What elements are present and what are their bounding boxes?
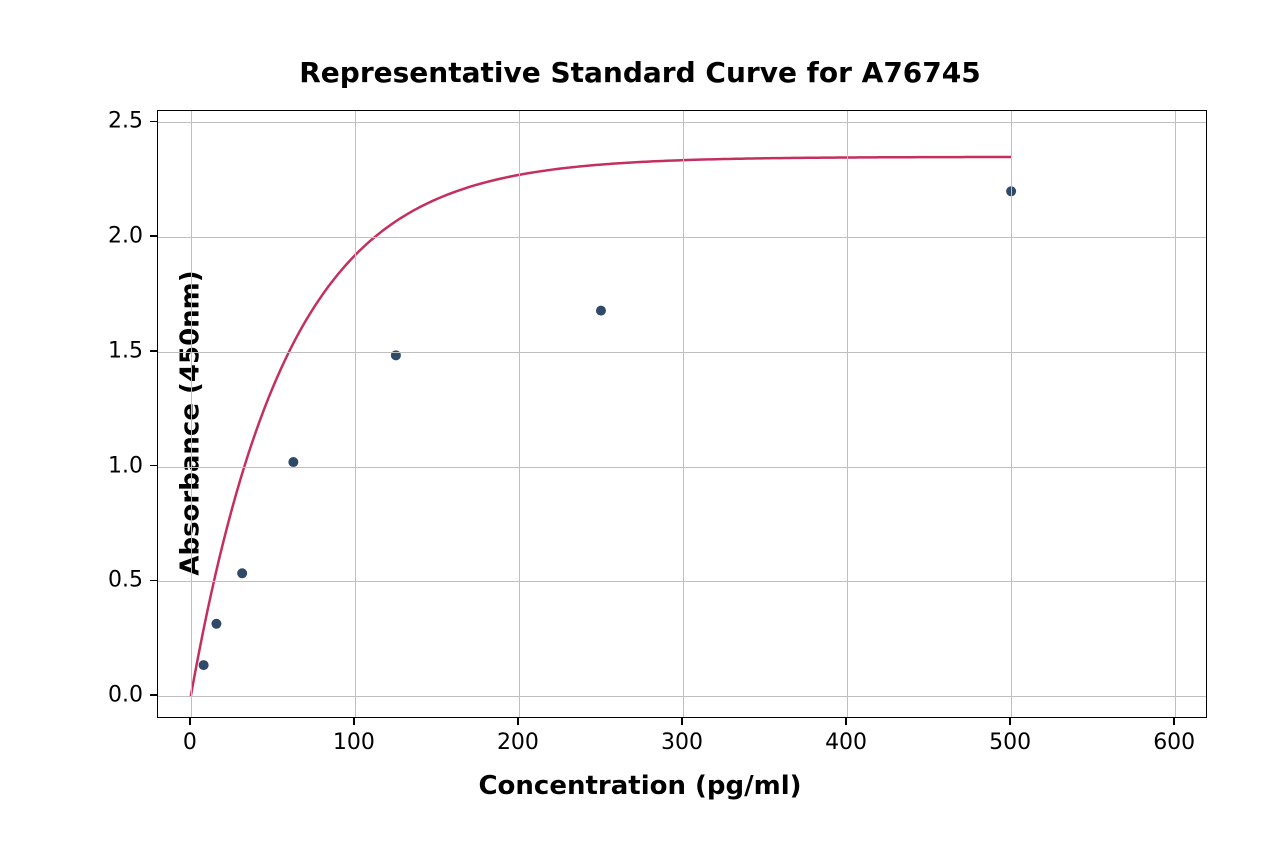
- y-tick-label: 0.0: [97, 683, 143, 708]
- gridline-horizontal: [158, 122, 1206, 123]
- data-point: [199, 660, 209, 670]
- plot-area: [157, 110, 1207, 718]
- x-axis-label: Concentration (pg/ml): [0, 771, 1280, 801]
- gridline-vertical: [847, 111, 848, 717]
- y-tick-label: 0.5: [97, 568, 143, 593]
- x-tick-mark: [845, 718, 847, 725]
- gridline-horizontal: [158, 581, 1206, 582]
- x-tick-label: 400: [825, 730, 867, 755]
- y-tick-mark: [150, 694, 157, 696]
- gridline-vertical: [191, 111, 192, 717]
- data-point: [211, 619, 221, 629]
- x-tick-label: 100: [333, 730, 375, 755]
- data-point: [288, 457, 298, 467]
- gridline-vertical: [519, 111, 520, 717]
- x-tick-mark: [681, 718, 683, 725]
- y-tick-mark: [150, 465, 157, 467]
- x-tick-mark: [189, 718, 191, 725]
- y-tick-label: 1.0: [97, 453, 143, 478]
- y-tick-mark: [150, 121, 157, 123]
- x-tick-mark: [1173, 718, 1175, 725]
- gridline-vertical: [683, 111, 684, 717]
- x-tick-label: 500: [989, 730, 1031, 755]
- x-tick-mark: [353, 718, 355, 725]
- x-tick-mark: [517, 718, 519, 725]
- y-tick-mark: [150, 580, 157, 582]
- y-tick-mark: [150, 235, 157, 237]
- gridline-vertical: [1011, 111, 1012, 717]
- y-tick-mark: [150, 350, 157, 352]
- x-tick-label: 0: [183, 730, 197, 755]
- gridline-vertical: [355, 111, 356, 717]
- gridline-vertical: [1175, 111, 1176, 717]
- y-tick-label: 1.5: [97, 338, 143, 363]
- data-point: [237, 568, 247, 578]
- data-point: [596, 306, 606, 316]
- x-tick-label: 200: [497, 730, 539, 755]
- gridline-horizontal: [158, 696, 1206, 697]
- gridline-horizontal: [158, 237, 1206, 238]
- x-tick-label: 600: [1153, 730, 1195, 755]
- gridline-horizontal: [158, 467, 1206, 468]
- y-tick-label: 2.5: [97, 109, 143, 134]
- chart-container: Representative Standard Curve for A76745…: [0, 0, 1280, 845]
- gridline-horizontal: [158, 352, 1206, 353]
- chart-title: Representative Standard Curve for A76745: [0, 56, 1280, 89]
- y-tick-label: 2.0: [97, 224, 143, 249]
- x-tick-mark: [1009, 718, 1011, 725]
- x-tick-label: 300: [661, 730, 703, 755]
